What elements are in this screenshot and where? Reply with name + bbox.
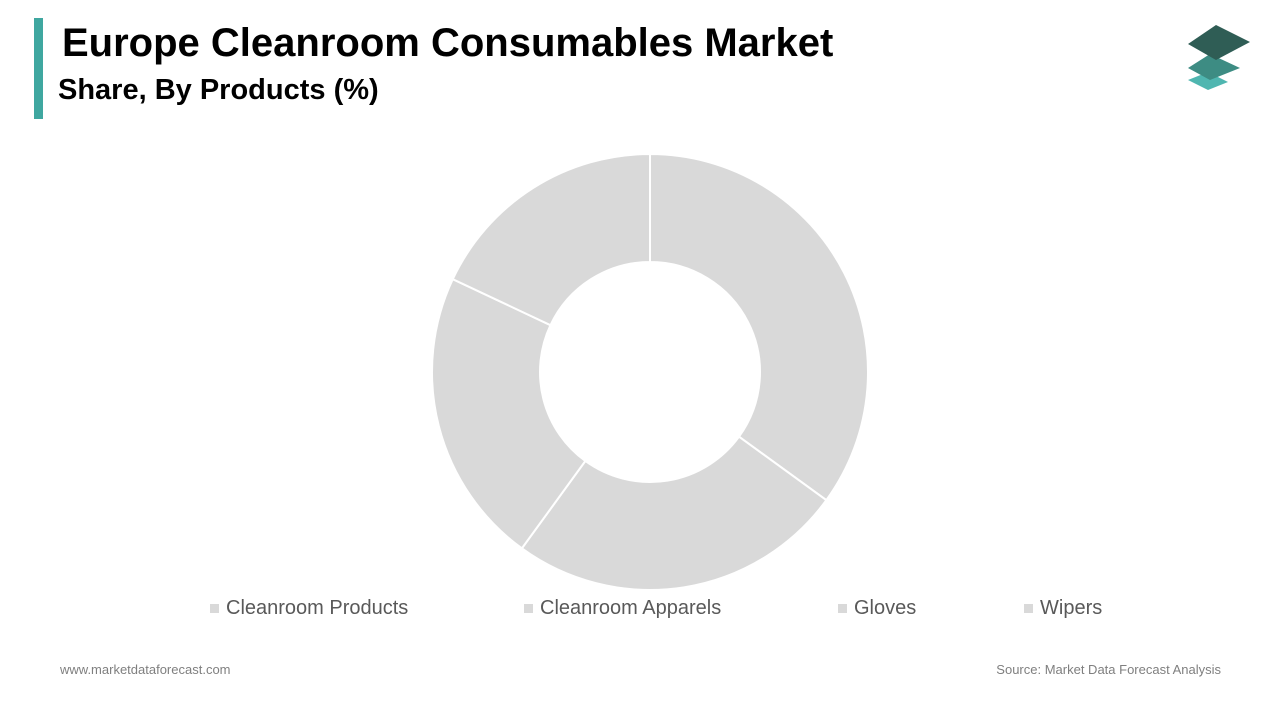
legend-label: Cleanroom Apparels (540, 596, 722, 619)
legend-swatch (1024, 603, 1033, 613)
page-title: Europe Cleanroom Consumables Market (62, 21, 834, 65)
donut-slice-cleanroom-products (649, 152, 869, 502)
legend-item: Wipers (1024, 595, 1102, 621)
legend-swatch (210, 603, 219, 613)
legend-label: Wipers (1040, 596, 1103, 619)
legend-swatch (524, 603, 533, 613)
source-label: Source: Market Data Forecast Analysis (996, 662, 1221, 677)
legend-item: Gloves (838, 595, 916, 621)
page-subtitle: Share, By Products (%) (58, 74, 379, 106)
legend-swatch (838, 603, 847, 613)
legend-item: Cleanroom Apparels (524, 595, 721, 621)
legend-label: Gloves (854, 596, 917, 619)
legend-item: Cleanroom Products (210, 595, 408, 621)
chart-legend: Cleanroom Products Cleanroom Apparels Glov… (0, 595, 1280, 621)
website-label: www.marketdataforecast.com (60, 662, 231, 677)
donut-slice-cleanroom-apparels (520, 435, 828, 591)
logo-layer-bottom (1188, 72, 1228, 90)
logo-layer-top (1188, 25, 1250, 60)
logo-layer-middle (1188, 54, 1240, 80)
donut-slice-wipers (451, 152, 651, 327)
legend-label: Cleanroom Products (226, 596, 409, 619)
stacked-layers-icon (1188, 25, 1250, 90)
accent-bar (34, 18, 43, 119)
donut-slice-gloves (431, 277, 587, 550)
